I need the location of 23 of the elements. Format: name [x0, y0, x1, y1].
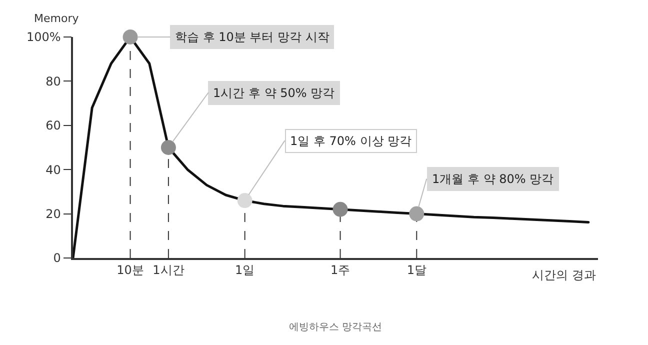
- point: [332, 202, 348, 217]
- y-tick-label: 40: [46, 162, 61, 177]
- y-tick-label: 20: [46, 207, 61, 221]
- point: [237, 193, 252, 208]
- annotation: 1개월 후 약 80% 망각: [432, 172, 554, 186]
- y-tick-label: 80: [46, 74, 61, 88]
- point: [409, 206, 424, 222]
- annotation: 1시간 후 약 50% 망각: [213, 86, 335, 100]
- point: [160, 140, 176, 155]
- annotation: 학습 후 10분 부터 망각 시작: [175, 30, 330, 44]
- point: [122, 30, 138, 44]
- x-tick-label: 10분: [116, 263, 144, 278]
- x-tick-label: 1시간: [152, 263, 184, 278]
- y-axis-title: Memory: [34, 12, 80, 25]
- text: 에빙하우스 망각곡선: [289, 322, 382, 333]
- y-tick-label: 60: [46, 118, 61, 133]
- y-tick-label: 100%: [26, 30, 61, 44]
- x-axis-title: 시간의 경과: [532, 268, 596, 282]
- y-tick-label: 0: [53, 251, 61, 266]
- x-tick-label: 1달: [406, 263, 426, 278]
- x-tick-label: 1일: [235, 263, 255, 278]
- annotation: 1일 후 70% 이상 망각: [290, 134, 412, 148]
- x-tick-label: 1주: [330, 263, 350, 278]
